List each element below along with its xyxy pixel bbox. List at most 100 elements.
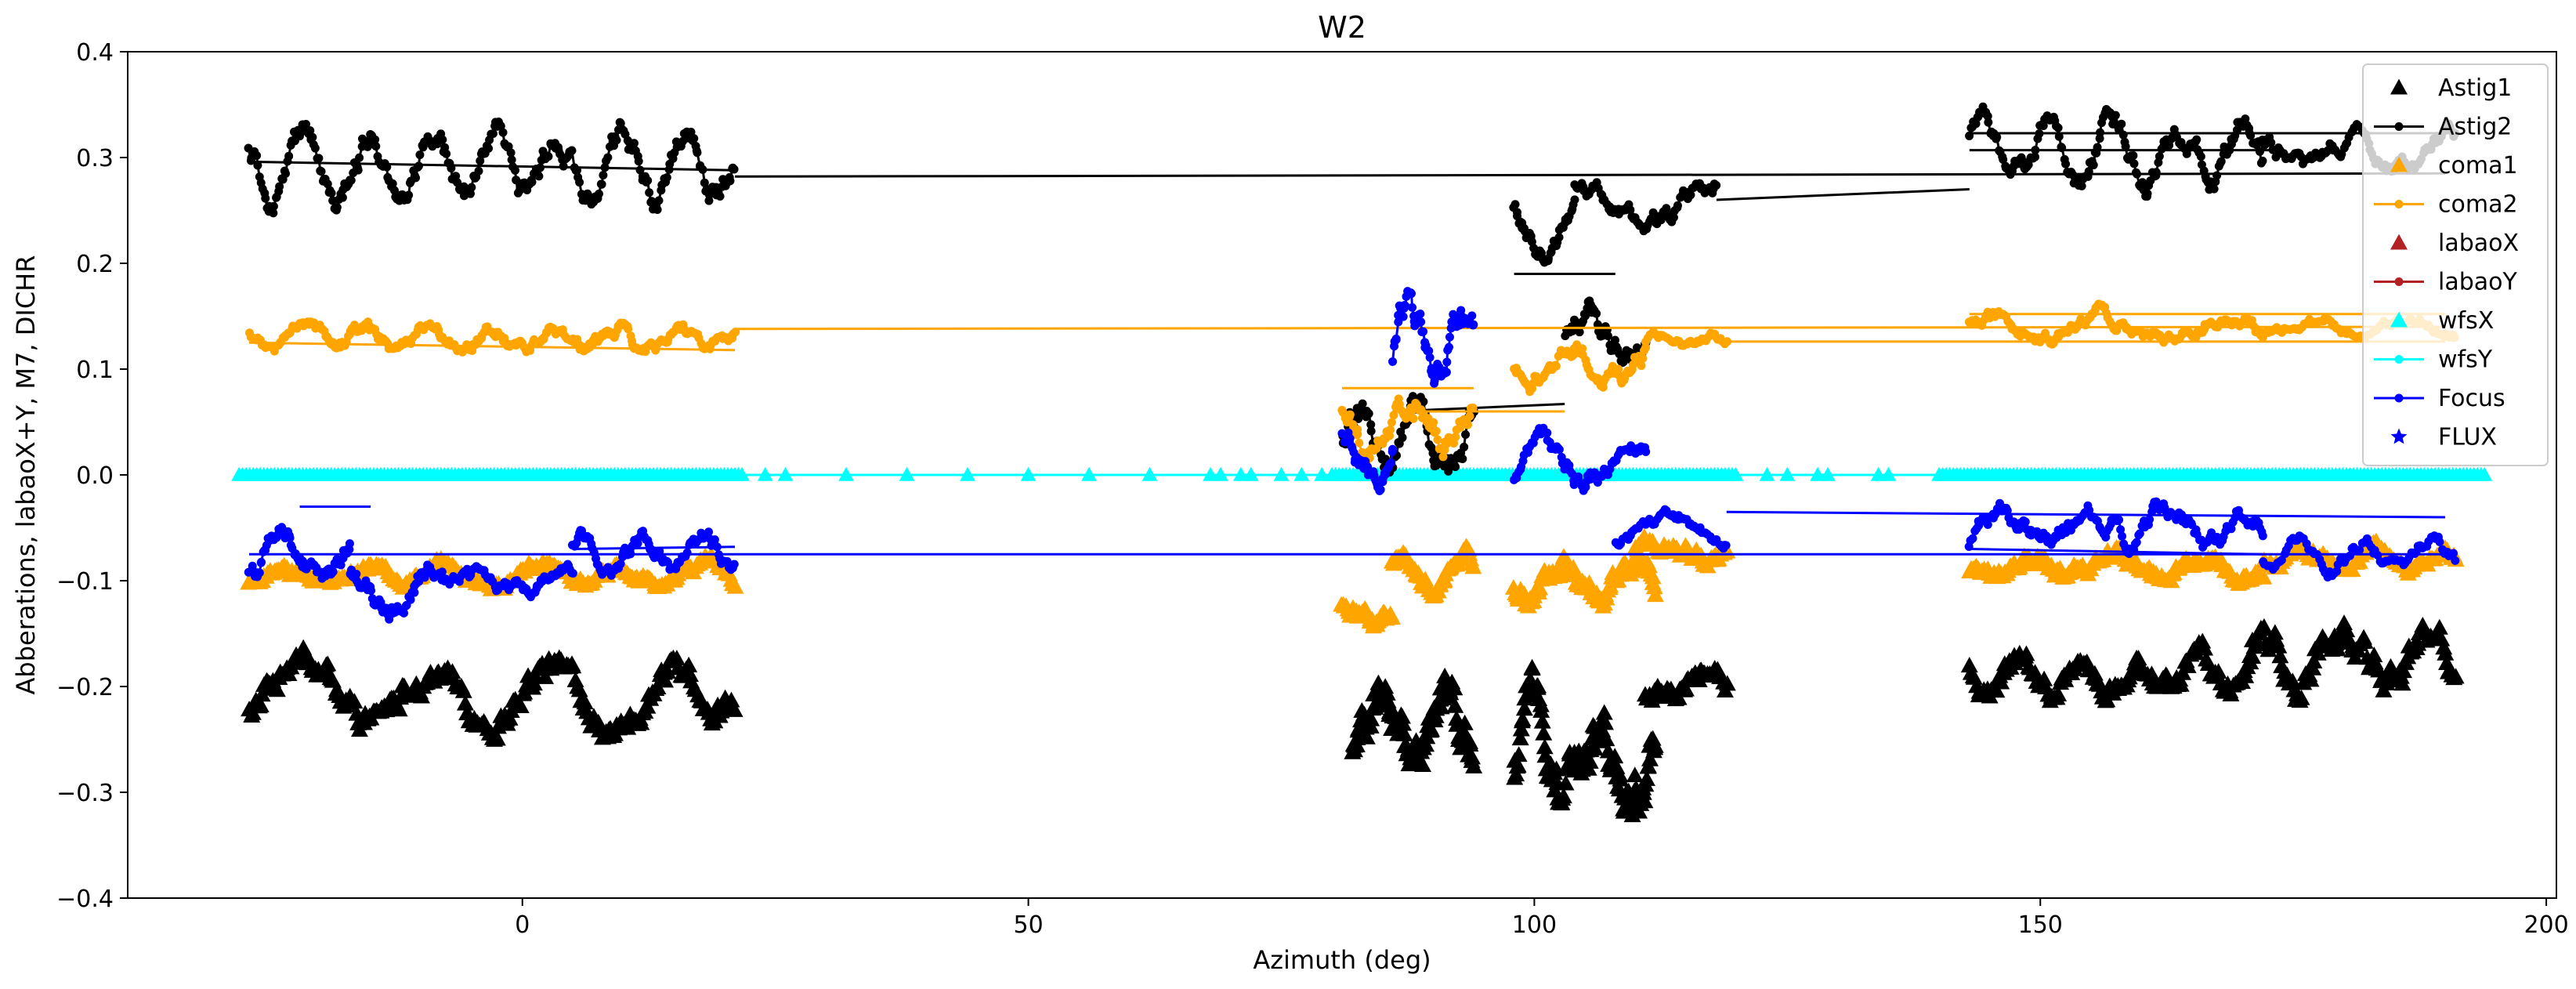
data-point — [1378, 477, 1387, 487]
data-point — [1578, 344, 1587, 353]
data-point — [2332, 567, 2342, 576]
data-point — [1358, 728, 1376, 744]
data-point — [1467, 311, 1477, 321]
data-point — [345, 539, 354, 549]
data-point — [1523, 658, 1541, 675]
y-tick-label: 0.4 — [76, 39, 114, 67]
data-point — [1419, 327, 1428, 336]
data-point — [2302, 671, 2320, 687]
data-point — [1428, 448, 1438, 458]
data-point — [1355, 438, 1364, 447]
data-point — [1458, 454, 1467, 463]
data-point — [371, 142, 381, 151]
data-point — [575, 178, 584, 187]
series-line — [734, 325, 2445, 331]
data-point — [731, 328, 740, 337]
data-point — [1580, 311, 1590, 321]
data-point — [2116, 525, 2126, 534]
data-point — [1432, 698, 1450, 715]
data-point — [2209, 184, 2219, 194]
data-point — [2284, 672, 2302, 689]
data-point — [1398, 433, 1407, 442]
legend-item-coma2: coma2 — [2374, 191, 2518, 219]
data-point — [253, 161, 262, 170]
data-point — [2061, 159, 2071, 168]
legend-label: wfsY — [2438, 346, 2493, 374]
data-point — [1596, 714, 1614, 730]
data-point — [2031, 146, 2040, 155]
y-axis: −0.4−0.3−0.2−0.10.00.10.20.30.4 — [56, 39, 128, 913]
data-point — [498, 128, 508, 137]
data-point — [1430, 376, 1439, 386]
legend-item-focus: Focus — [2374, 385, 2505, 412]
data-point — [1640, 557, 1658, 574]
data-point — [1593, 320, 1602, 329]
data-point — [443, 663, 461, 679]
data-point — [1409, 414, 1418, 423]
data-point — [1362, 710, 1380, 726]
data-point — [654, 196, 664, 205]
data-point — [1636, 792, 1654, 809]
data-point — [1444, 342, 1453, 352]
legend: Astig1Astig2coma1coma2labaoXlabaoYwfsXwf… — [2362, 63, 2549, 466]
data-point — [1968, 534, 1977, 543]
data-point — [1408, 302, 1417, 312]
data-point — [323, 179, 332, 189]
data-point — [1686, 190, 1695, 200]
data-point — [2145, 515, 2155, 524]
data-point — [2447, 668, 2465, 684]
data-point — [1557, 774, 1575, 791]
data-point — [413, 687, 431, 704]
data-point — [682, 548, 692, 557]
data-point — [2270, 637, 2288, 654]
data-point — [336, 560, 346, 570]
legend-label: Focus — [2438, 385, 2505, 412]
data-point — [275, 182, 284, 191]
data-point — [1515, 700, 1533, 716]
data-point — [629, 139, 639, 148]
data-point — [1554, 233, 1564, 242]
data-point — [1581, 752, 1599, 769]
data-point — [1389, 411, 1398, 420]
data-point — [729, 165, 739, 174]
data-point — [599, 170, 608, 179]
y-tick-label: −0.2 — [56, 674, 114, 701]
legend-marker — [2394, 393, 2404, 403]
data-point — [332, 203, 342, 212]
data-point — [1416, 317, 1426, 327]
data-point — [1461, 430, 1471, 440]
data-point — [2133, 169, 2142, 179]
data-point — [507, 155, 516, 165]
data-point — [2132, 538, 2141, 547]
data-point — [1531, 579, 1549, 596]
data-point — [2244, 648, 2262, 664]
data-point — [1388, 444, 1398, 454]
data-point — [1669, 213, 1678, 223]
legend-marker — [2390, 311, 2408, 328]
data-point — [306, 126, 315, 136]
legend-marker — [2390, 78, 2408, 95]
data-point — [310, 143, 320, 153]
data-point — [2237, 667, 2255, 683]
data-point — [2355, 545, 2364, 555]
data-point — [1610, 335, 1619, 345]
data-point — [456, 694, 474, 711]
data-point — [1597, 730, 1615, 747]
data-point — [2451, 556, 2460, 565]
legend-item-astig1: Astig1 — [2390, 74, 2512, 102]
data-point — [2345, 551, 2354, 560]
data-point — [1414, 756, 1432, 773]
data-point — [1376, 485, 1385, 494]
data-point — [726, 578, 744, 594]
data-point — [1554, 445, 1564, 455]
data-point — [382, 162, 392, 172]
data-point — [527, 177, 537, 187]
data-point — [1465, 411, 1474, 421]
data-point — [663, 558, 672, 567]
data-point — [1395, 725, 1413, 741]
data-point — [1511, 200, 1520, 209]
data-point — [2394, 662, 2412, 679]
data-point — [689, 134, 699, 143]
data-point — [2035, 129, 2044, 138]
data-point — [1468, 403, 1478, 412]
